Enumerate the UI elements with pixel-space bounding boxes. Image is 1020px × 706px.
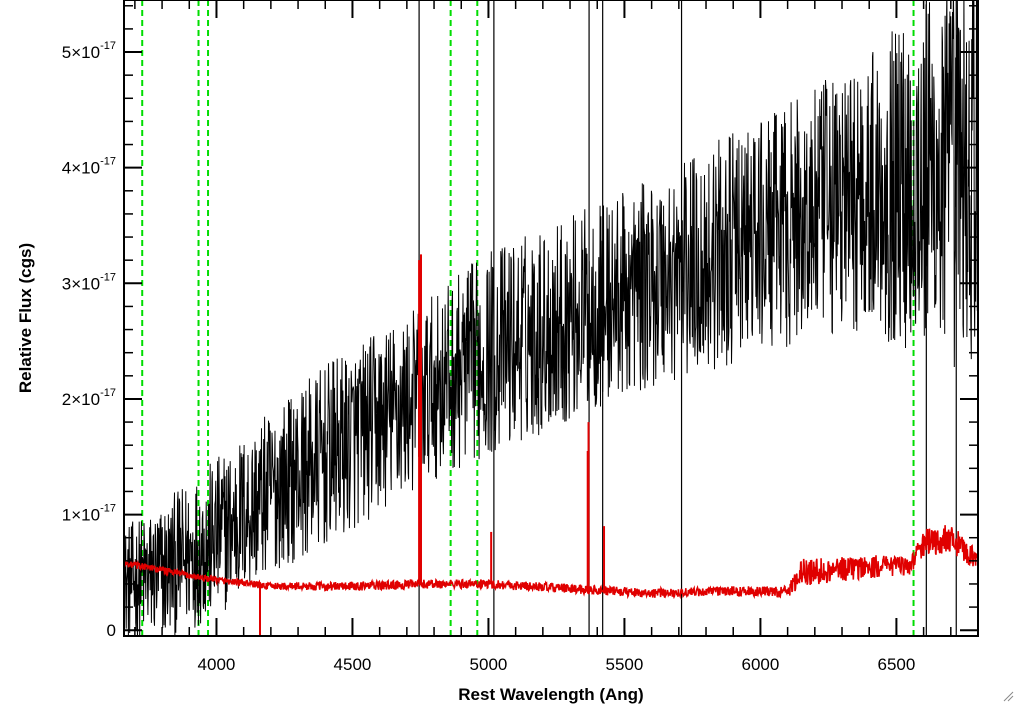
- y-tick-label: 5×10-17: [62, 40, 116, 62]
- x-tick-label: 5000: [470, 655, 508, 674]
- x-tick-label: 4000: [198, 655, 236, 674]
- y-tick-label: 0: [107, 621, 116, 640]
- error-spikes: [258, 254, 606, 636]
- y-axis: 0 1×10-17 2×10-17 3×10-17 4×10-17 5×10-17: [62, 5, 978, 640]
- y-tick-label: 1×10-17: [62, 503, 116, 525]
- x-tick-label: 6500: [877, 655, 915, 674]
- x-axis-title: Rest Wavelength (Ang): [458, 685, 643, 704]
- resize-grip-icon[interactable]: [1002, 690, 1014, 702]
- x-tick-label: 6000: [742, 655, 780, 674]
- axes-frame: [123, 0, 979, 637]
- y-axis-title: Relative Flux (cgs): [16, 243, 35, 393]
- x-tick-label: 5500: [606, 655, 644, 674]
- y-tick-label: 2×10-17: [62, 387, 116, 409]
- plot-frame: [123, 0, 979, 637]
- spectrum-line: [124, 0, 978, 636]
- x-axis: 4000 4500 5000 5500 6000 6500: [134, 0, 979, 674]
- y-tick-label: 4×10-17: [62, 156, 116, 178]
- x-tick-label: 4500: [334, 655, 372, 674]
- y-tick-label: 3×10-17: [62, 271, 116, 293]
- error-line: [124, 525, 978, 600]
- plot-area: [124, 0, 978, 636]
